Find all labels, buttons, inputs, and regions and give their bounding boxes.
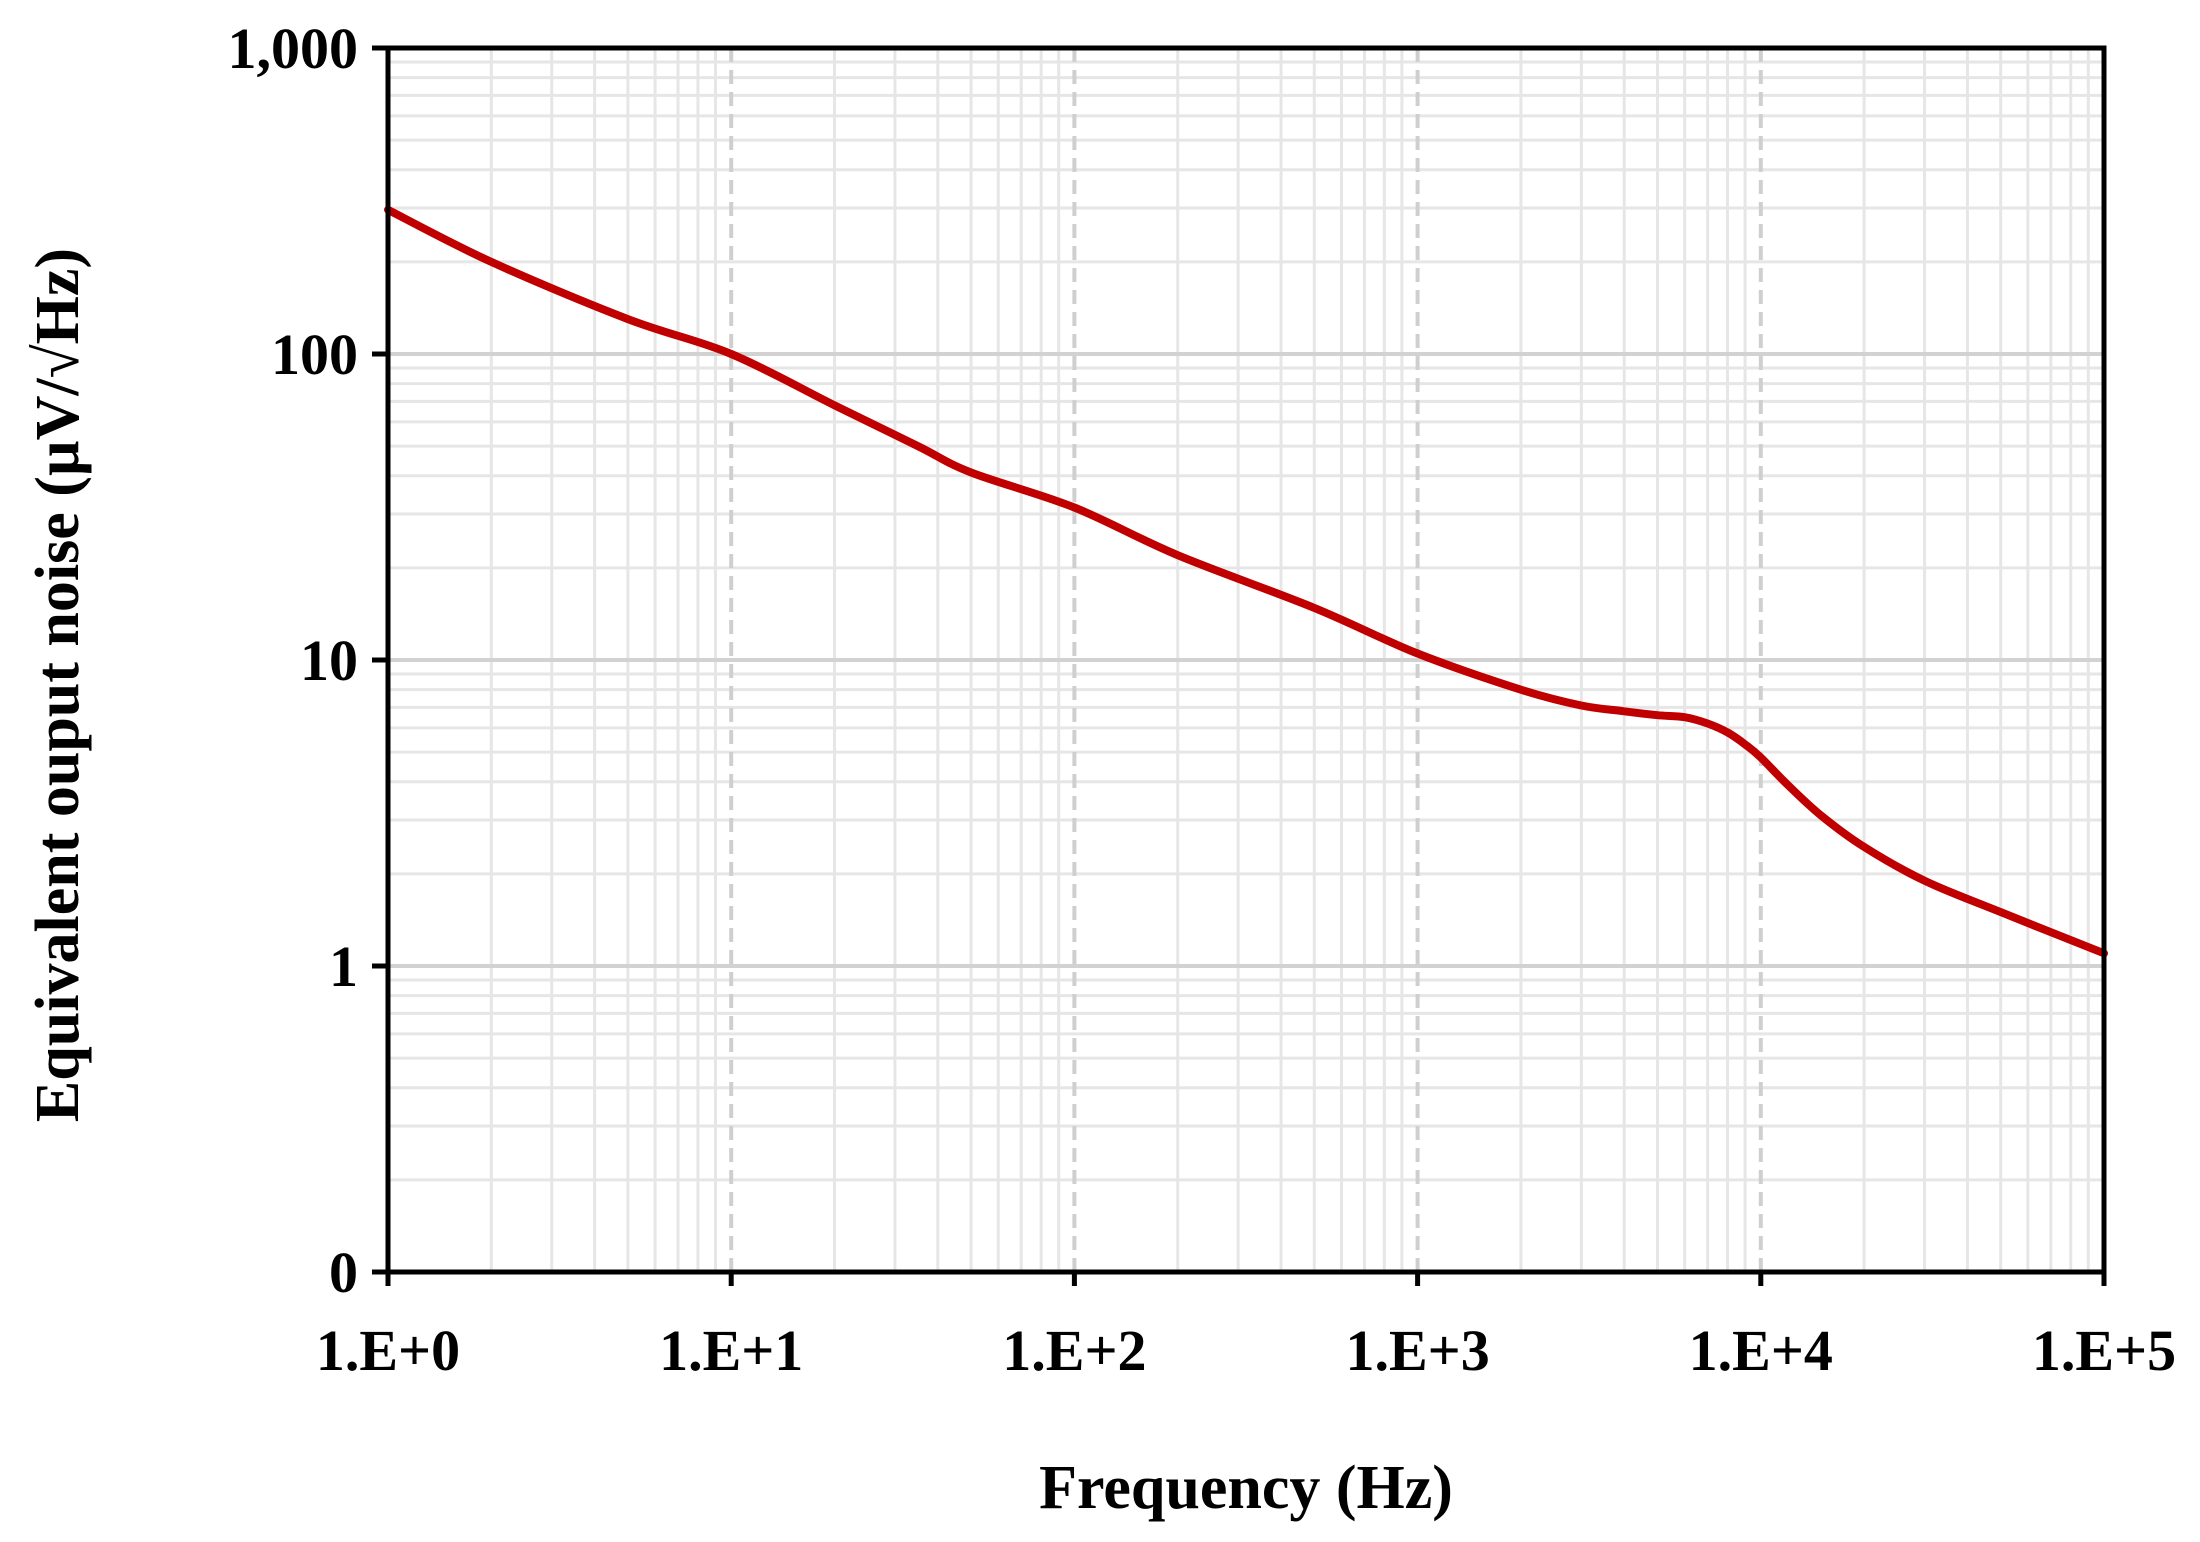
noise-curve-line bbox=[384, 205, 2108, 958]
x-tick-label: 1.E+1 bbox=[659, 1318, 803, 1383]
x-tick-label: 1.E+2 bbox=[1002, 1318, 1146, 1383]
y-tick-label: 1 bbox=[329, 934, 358, 999]
x-axis-title: Frequency (Hz) bbox=[1039, 1454, 1453, 1522]
x-tick-label: 1.E+4 bbox=[1689, 1318, 1833, 1383]
y-tick-label: 100 bbox=[271, 322, 358, 387]
x-tick-label: 1.E+0 bbox=[316, 1318, 460, 1383]
series-layer bbox=[384, 205, 2108, 958]
tick-marks bbox=[372, 45, 2107, 1286]
major-gridlines bbox=[388, 48, 2104, 1272]
x-tick-label: 1.E+3 bbox=[1345, 1318, 1489, 1383]
y-axis-title: Equivalent ouput noise (µV/√Hz) bbox=[24, 248, 92, 1122]
x-tick-labels: 1.E+0 1.E+1 1.E+2 1.E+3 1.E+4 1.E+5 bbox=[316, 1318, 2176, 1383]
y-tick-labels: 0 1 10 100 1,000 bbox=[228, 16, 359, 1305]
y-tick-label: 0 bbox=[329, 1240, 358, 1305]
y-tick-label: 10 bbox=[300, 628, 358, 693]
y-tick-label: 1,000 bbox=[228, 16, 359, 81]
x-tick-label: 1.E+5 bbox=[2032, 1318, 2176, 1383]
